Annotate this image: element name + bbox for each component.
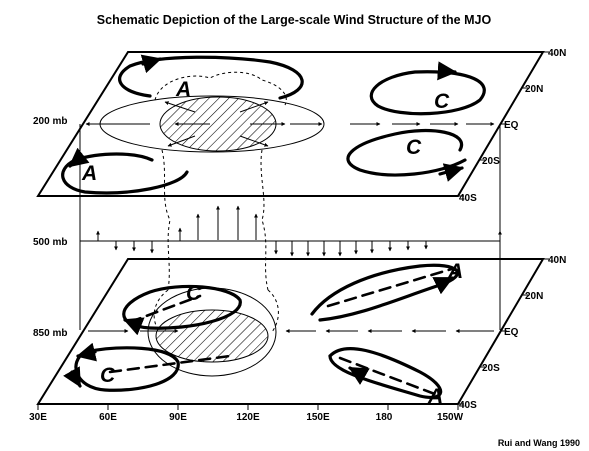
- upper-lat-20n: 20N: [525, 84, 543, 95]
- upper-anticyclone-north: [118, 55, 304, 100]
- upper-cyclone-south: [346, 128, 467, 177]
- cloud-column-left: [161, 149, 171, 291]
- upper-lat-eq: EQ: [504, 120, 519, 131]
- lower-cyclone-north: [122, 284, 242, 330]
- lon-90e: 90E: [169, 412, 187, 423]
- lower-lat-20n: 20N: [525, 291, 543, 302]
- lower-lat-20s: 20S: [482, 363, 500, 374]
- upper-anticyclone-south: [61, 152, 189, 195]
- upper-cyclone-north: [369, 70, 486, 116]
- level-label-200mb: 200 mb: [33, 116, 67, 127]
- lower-lat-40s: 40S: [459, 400, 477, 411]
- gyre-label-upper-a-north: A: [175, 78, 191, 101]
- gyre-label-lower-c-south: C: [100, 364, 116, 387]
- upper-lat-20s: 20S: [482, 156, 500, 167]
- lon-150w: 150W: [437, 412, 464, 423]
- level-label-850mb: 850 mb: [33, 328, 67, 339]
- level-label-500mb: 500 mb: [33, 237, 67, 248]
- diagram-title: Schematic Depiction of the Large-scale W…: [97, 13, 492, 27]
- lower-plane: C C A A 850 mb 40N 20N EQ 20S 40S 30E 60…: [29, 255, 566, 423]
- lon-30e: 30E: [29, 412, 47, 423]
- lower-convection-hatch: [155, 309, 269, 363]
- middle-level: 500 mb: [33, 124, 502, 330]
- gyre-label-upper-a-south: A: [81, 162, 97, 185]
- upper-lat-40s: 40S: [459, 193, 477, 204]
- gyre-label-upper-c-south: C: [406, 136, 422, 159]
- cloud-column-right: [260, 149, 269, 291]
- gyre-label-lower-a-south: A: [427, 385, 443, 408]
- gyre-label-lower-c-north: C: [186, 282, 202, 305]
- lower-lat-eq: EQ: [504, 327, 519, 338]
- lon-60e: 60E: [99, 412, 117, 423]
- lon-120e: 120E: [236, 412, 260, 423]
- lon-150e: 150E: [306, 412, 330, 423]
- lower-anticyclone-north: [310, 263, 460, 322]
- lower-lat-40n: 40N: [548, 255, 566, 266]
- upper-plane: A A C C 200 mb 40N 20N EQ 20S 40S: [33, 48, 566, 204]
- upper-lat-40n: 40N: [548, 48, 566, 59]
- gyre-label-lower-a-north: A: [447, 260, 463, 283]
- lon-180: 180: [376, 412, 393, 423]
- credit-text: Rui and Wang 1990: [498, 438, 580, 448]
- gyre-label-upper-c-north: C: [434, 90, 450, 113]
